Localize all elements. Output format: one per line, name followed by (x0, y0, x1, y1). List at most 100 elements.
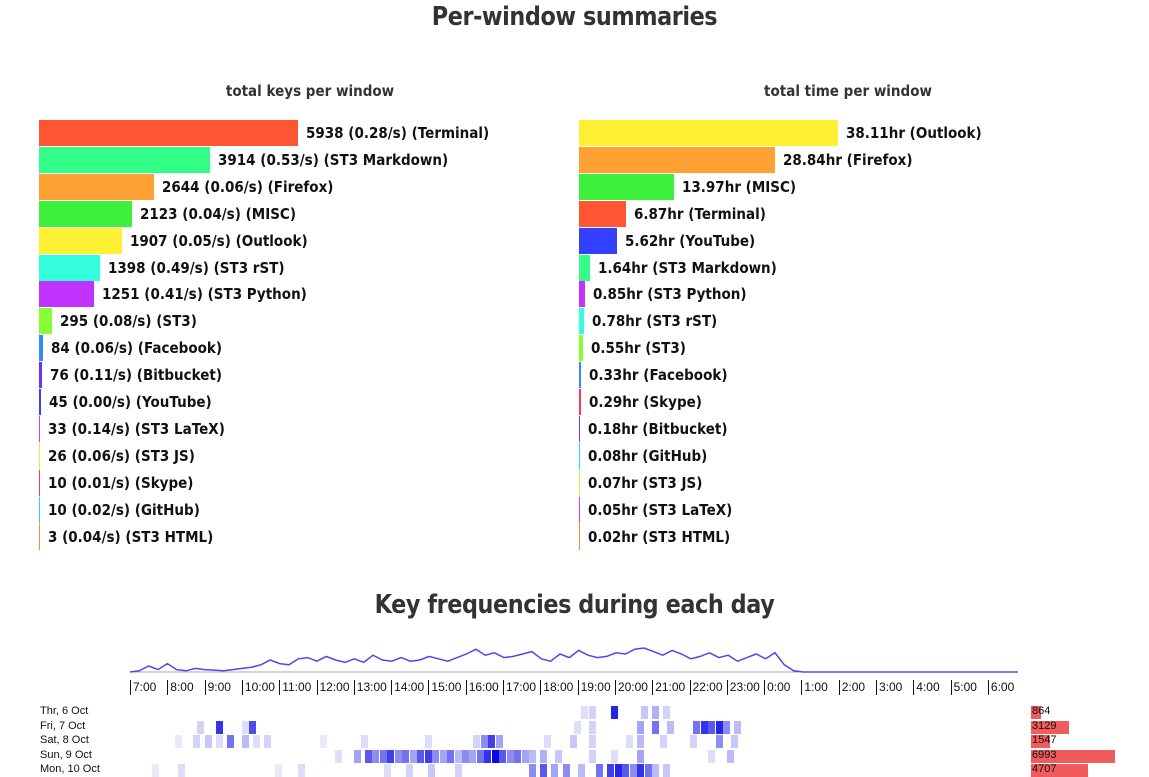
bar-label: 5.62hr (YouTube) (625, 231, 756, 250)
bar-label: 0.07hr (ST3 JS) (588, 473, 703, 492)
heat-cell (424, 735, 432, 749)
bar (39, 362, 42, 389)
bar-label: 6.87hr (Terminal) (634, 204, 766, 223)
bar-label: 45 (0.00/s) (YouTube) (49, 393, 212, 411)
day-total-bar (1031, 720, 1069, 734)
bar (579, 173, 674, 200)
day-total-bar (1031, 749, 1115, 763)
heat-cell (241, 735, 249, 749)
heat-cell (379, 749, 387, 763)
bar-label: 33 (0.14/s) (ST3 LaTeX) (48, 419, 225, 438)
bar-label: 38.11hr (Outlook) (846, 124, 982, 142)
heat-cell (596, 764, 604, 777)
keys-chart-title: total keys per window (225, 82, 395, 100)
bar (39, 281, 94, 308)
heat-cell (417, 749, 425, 763)
heat-cell (484, 749, 492, 763)
hour-tick: 4:00 (913, 680, 940, 695)
heat-cell (491, 749, 499, 763)
heat-cell (476, 749, 484, 763)
day-total-label: 6993 (1032, 748, 1057, 761)
heat-cell (264, 735, 272, 749)
heat-cell (297, 764, 305, 777)
bar-label: 2644 (0.06/s) (Firefox) (162, 177, 334, 196)
bar (39, 254, 100, 281)
hour-tick: 7:00 (130, 680, 156, 695)
aggregate-line-path (129, 647, 1018, 673)
hour-tick: 19:00 (577, 680, 611, 695)
bar (39, 227, 122, 254)
heat-cell (637, 749, 645, 763)
heat-cell (469, 749, 477, 763)
heat-cell (249, 720, 257, 734)
hour-tick: 18:00 (540, 680, 573, 695)
heat-cell (588, 706, 596, 719)
heat-cell (663, 706, 671, 719)
heat-cell (432, 749, 440, 763)
heat-cell (424, 749, 432, 763)
heat-cell (521, 749, 529, 763)
heat-cell (573, 720, 581, 734)
heat-cell (614, 764, 622, 777)
heat-cell (447, 749, 455, 763)
heat-cell (204, 735, 212, 749)
hour-tick: 15:00 (428, 680, 461, 695)
heat-cell (570, 735, 578, 749)
heat-cell (734, 720, 742, 734)
bar-label: 3914 (0.53/s) (ST3 Markdown) (218, 150, 449, 169)
bar (579, 254, 590, 281)
bar (579, 146, 775, 173)
hour-tick: 14:00 (391, 680, 424, 695)
bar-label: 1398 (0.49/s) (ST3 rST) (108, 258, 285, 277)
bar (39, 389, 41, 415)
heat-cell (540, 749, 548, 763)
heat-cell (652, 764, 660, 777)
heat-cell (637, 735, 645, 749)
heat-cell (499, 749, 507, 763)
heat-cell (394, 749, 402, 763)
heat-cell (178, 764, 186, 777)
heat-cell (652, 706, 660, 719)
heat-cell (383, 764, 391, 777)
heat-cell (529, 764, 537, 777)
heat-cell (663, 764, 671, 777)
heat-cell (693, 720, 701, 734)
bar (579, 200, 626, 227)
heat-cell (495, 735, 503, 749)
day-total-label: 864 (1032, 705, 1051, 717)
bar (579, 389, 581, 415)
heat-cell (253, 735, 261, 749)
hour-tick: 0:00 (764, 680, 790, 695)
heat-cell (387, 749, 395, 763)
bar-label: 84 (0.06/s) (Facebook) (51, 339, 223, 358)
bar-label: 10 (0.02/s) (GitHub) (48, 500, 200, 519)
bar-label: 0.08hr (GitHub) (588, 446, 708, 465)
heat-cell (506, 749, 514, 763)
heat-cell (551, 764, 559, 777)
bar-label: 0.05hr (ST3 LaTeX) (588, 500, 733, 519)
bar-label: 5938 (0.28/s) (Terminal) (306, 124, 490, 142)
heat-cell (406, 764, 414, 777)
heat-cell (562, 764, 570, 777)
day-total-bar (1031, 706, 1041, 719)
bar (579, 308, 584, 335)
heat-cell (174, 735, 182, 749)
hour-tick: 3:00 (876, 680, 902, 695)
heat-cell (637, 720, 645, 734)
heat-cell (364, 749, 372, 763)
heat-cell (544, 735, 552, 749)
bar (39, 308, 52, 335)
page-title: Per-window summaries (431, 2, 718, 32)
heat-cell (226, 735, 234, 749)
bar (39, 523, 40, 550)
bar (39, 469, 40, 496)
bar (39, 120, 298, 146)
hour-tick: 1:00 (801, 680, 828, 695)
bar (579, 281, 585, 308)
day-total-label: 3129 (1032, 719, 1057, 732)
heat-cell (637, 764, 645, 777)
bar (579, 415, 580, 442)
bar (579, 227, 617, 254)
bar (579, 469, 580, 496)
heat-cell (215, 720, 223, 734)
